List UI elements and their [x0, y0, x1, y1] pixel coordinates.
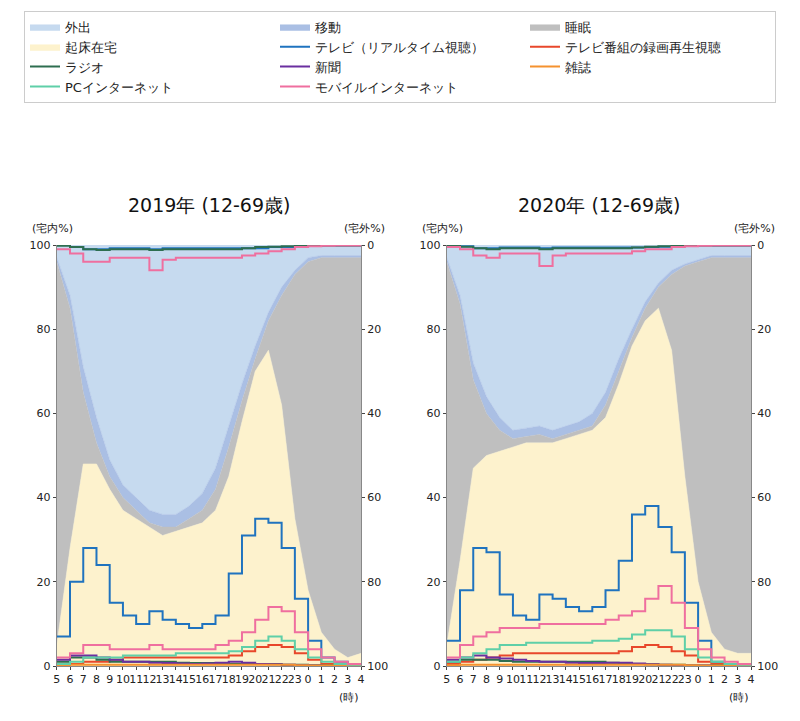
svg-text:テレビ（リアルタイム視聴）: テレビ（リアルタイム視聴）: [315, 40, 484, 55]
svg-text:20: 20: [638, 673, 652, 686]
svg-text:1: 1: [708, 673, 715, 686]
svg-text:21: 21: [261, 673, 275, 686]
svg-text:16: 16: [195, 673, 209, 686]
svg-text:5: 5: [443, 673, 450, 686]
svg-text:0: 0: [434, 660, 441, 673]
svg-text:11: 11: [129, 673, 143, 686]
svg-text:12: 12: [142, 673, 156, 686]
svg-text:22: 22: [665, 673, 679, 686]
svg-text:(時): (時): [729, 691, 749, 704]
svg-text:80: 80: [427, 323, 441, 336]
svg-text:9: 9: [106, 673, 113, 686]
svg-text:4: 4: [358, 673, 365, 686]
svg-text:8: 8: [93, 673, 100, 686]
svg-text:19: 19: [625, 673, 639, 686]
svg-text:8: 8: [483, 673, 490, 686]
svg-text:17: 17: [209, 673, 223, 686]
svg-text:60: 60: [427, 407, 441, 420]
svg-text:100: 100: [367, 660, 388, 673]
svg-text:80: 80: [757, 576, 771, 589]
svg-text:20: 20: [367, 323, 381, 336]
svg-text:(宅内%): (宅内%): [422, 222, 463, 235]
svg-text:4: 4: [748, 673, 755, 686]
svg-text:60: 60: [757, 491, 771, 504]
svg-text:14: 14: [169, 673, 183, 686]
svg-text:ラジオ: ラジオ: [65, 60, 104, 75]
svg-text:60: 60: [37, 407, 51, 420]
svg-text:20: 20: [757, 323, 771, 336]
svg-text:7: 7: [470, 673, 477, 686]
svg-text:21: 21: [651, 673, 665, 686]
svg-text:100: 100: [420, 239, 441, 252]
svg-text:15: 15: [572, 673, 586, 686]
svg-text:移動: 移動: [315, 20, 341, 35]
svg-text:20: 20: [37, 576, 51, 589]
svg-text:0: 0: [367, 239, 374, 252]
svg-text:6: 6: [457, 673, 464, 686]
svg-text:6: 6: [67, 673, 74, 686]
svg-text:40: 40: [37, 491, 51, 504]
svg-text:5: 5: [53, 673, 60, 686]
svg-text:18: 18: [612, 673, 626, 686]
svg-text:0: 0: [757, 239, 764, 252]
svg-text:10: 10: [116, 673, 130, 686]
svg-text:2: 2: [331, 673, 338, 686]
svg-text:16: 16: [585, 673, 599, 686]
svg-text:60: 60: [367, 491, 381, 504]
svg-text:100: 100: [757, 660, 778, 673]
svg-text:0: 0: [305, 673, 312, 686]
svg-text:0: 0: [695, 673, 702, 686]
svg-text:11: 11: [519, 673, 533, 686]
svg-text:14: 14: [559, 673, 573, 686]
svg-text:外出: 外出: [65, 20, 91, 35]
svg-text:15: 15: [182, 673, 196, 686]
svg-text:2019年 (12-69歳): 2019年 (12-69歳): [128, 194, 290, 216]
svg-text:雑誌: 雑誌: [565, 60, 591, 75]
svg-text:モバイルインターネット: モバイルインターネット: [315, 80, 458, 95]
svg-text:(宅外%): (宅外%): [734, 222, 775, 235]
svg-text:13: 13: [546, 673, 560, 686]
svg-text:0: 0: [44, 660, 51, 673]
svg-text:睡眠: 睡眠: [565, 20, 591, 35]
svg-text:100: 100: [30, 239, 51, 252]
svg-text:13: 13: [156, 673, 170, 686]
svg-text:80: 80: [37, 323, 51, 336]
svg-text:80: 80: [367, 576, 381, 589]
svg-text:2: 2: [721, 673, 728, 686]
svg-text:(宅外%): (宅外%): [344, 222, 385, 235]
svg-text:3: 3: [344, 673, 351, 686]
svg-text:12: 12: [532, 673, 546, 686]
svg-text:PCインターネット: PCインターネット: [65, 80, 173, 95]
svg-text:40: 40: [757, 407, 771, 420]
svg-text:20: 20: [248, 673, 262, 686]
svg-text:1: 1: [318, 673, 325, 686]
svg-text:10: 10: [506, 673, 520, 686]
svg-text:19: 19: [235, 673, 249, 686]
svg-text:40: 40: [427, 491, 441, 504]
svg-text:23: 23: [678, 673, 692, 686]
svg-text:22: 22: [275, 673, 289, 686]
svg-text:23: 23: [288, 673, 302, 686]
svg-text:20: 20: [427, 576, 441, 589]
svg-text:(宅内%): (宅内%): [32, 222, 73, 235]
svg-text:18: 18: [222, 673, 236, 686]
svg-text:2020年 (12-69歳): 2020年 (12-69歳): [518, 194, 680, 216]
svg-text:9: 9: [496, 673, 503, 686]
svg-text:起床在宅: 起床在宅: [65, 40, 117, 55]
svg-text:17: 17: [599, 673, 613, 686]
svg-text:新聞: 新聞: [315, 60, 341, 75]
svg-text:テレビ番組の録画再生視聴: テレビ番組の録画再生視聴: [565, 40, 721, 55]
svg-text:40: 40: [367, 407, 381, 420]
svg-text:(時): (時): [339, 691, 359, 704]
svg-text:3: 3: [734, 673, 741, 686]
svg-text:7: 7: [80, 673, 87, 686]
